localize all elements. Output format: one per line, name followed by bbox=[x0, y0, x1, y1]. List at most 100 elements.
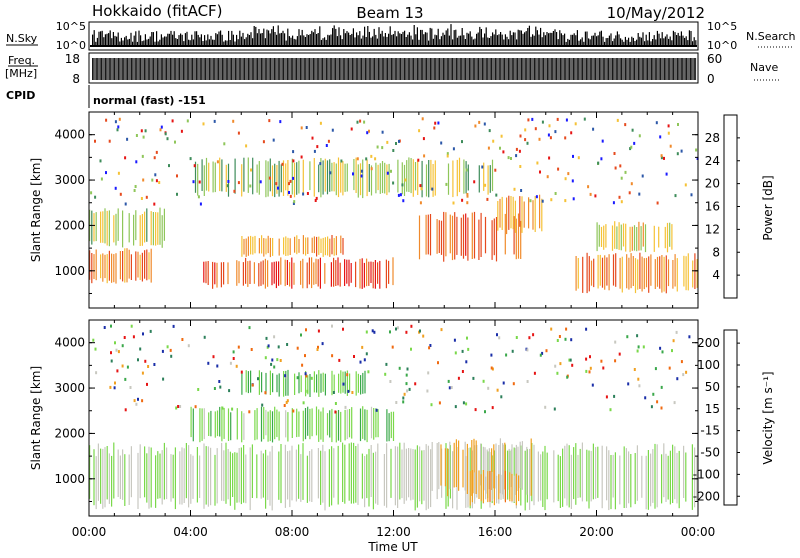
nsky-bar bbox=[620, 38, 622, 46]
heatmap-cell bbox=[179, 405, 182, 408]
heatmap-cell bbox=[302, 443, 304, 500]
heatmap-cell bbox=[408, 387, 411, 391]
heatmap-cell bbox=[270, 362, 273, 366]
heatmap-cell bbox=[261, 235, 263, 254]
heatmap-cell bbox=[214, 411, 216, 438]
heatmap-cell bbox=[436, 219, 438, 254]
heatmap-cell bbox=[175, 406, 178, 410]
heatmap-cell bbox=[142, 178, 145, 182]
heatmap-cell bbox=[105, 118, 108, 122]
freq-bar bbox=[125, 58, 127, 80]
heatmap-cell bbox=[533, 444, 535, 506]
x-tick-label: 16:00 bbox=[478, 525, 513, 539]
heatmap-cell bbox=[219, 406, 221, 437]
heatmap-cell bbox=[556, 371, 559, 375]
nsky-bar bbox=[344, 33, 346, 46]
heatmap-cell bbox=[381, 130, 384, 134]
heatmap-cell bbox=[614, 359, 617, 363]
heatmap-cell bbox=[238, 448, 240, 503]
nsky-bar bbox=[615, 35, 617, 46]
heatmap-cell bbox=[261, 372, 263, 393]
nsky-bar bbox=[508, 39, 510, 46]
nsky-bar bbox=[151, 32, 153, 46]
heatmap-cell bbox=[553, 450, 555, 503]
heatmap-cell bbox=[311, 257, 313, 289]
freq-bar bbox=[103, 58, 105, 80]
heatmap-cell bbox=[373, 330, 376, 334]
nsky-bar bbox=[381, 30, 383, 46]
heatmap-cell bbox=[251, 383, 254, 387]
nsky-bar bbox=[221, 34, 223, 46]
heatmap-cell bbox=[571, 179, 574, 183]
heatmap-cell bbox=[123, 336, 126, 339]
heatmap-cell bbox=[135, 134, 138, 137]
heatmap-cell bbox=[530, 438, 532, 496]
heatmap-cell bbox=[135, 160, 138, 164]
heatmap-cell bbox=[623, 446, 625, 508]
heatmap-cell bbox=[367, 370, 370, 374]
heatmap-cell bbox=[473, 438, 475, 494]
freq-bar bbox=[589, 58, 591, 80]
heatmap-cell bbox=[564, 199, 567, 203]
heatmap-cell bbox=[346, 373, 349, 377]
nsky-bar bbox=[399, 33, 401, 46]
heatmap-cell bbox=[313, 149, 316, 153]
colorbar-tick-label: 200 bbox=[697, 336, 720, 350]
heatmap-cell bbox=[292, 409, 295, 413]
freq-bar bbox=[285, 58, 287, 80]
freq-bar bbox=[248, 58, 249, 80]
heatmap-cell bbox=[296, 408, 298, 438]
heatmap-cell bbox=[205, 446, 207, 505]
heatmap-cell bbox=[262, 260, 264, 285]
heatmap-cell bbox=[168, 164, 170, 168]
heatmap-cell bbox=[221, 406, 224, 410]
nsky-bar bbox=[412, 39, 414, 46]
freq-bar bbox=[566, 58, 568, 80]
heatmap-cell bbox=[446, 152, 449, 156]
heatmap-cell bbox=[601, 139, 604, 143]
freq-bar bbox=[202, 58, 204, 80]
nsky-bar bbox=[250, 32, 252, 46]
heatmap-cell bbox=[620, 176, 623, 180]
heatmap-cell bbox=[122, 449, 124, 500]
freq-bar bbox=[218, 58, 219, 80]
nsky-bar bbox=[621, 39, 623, 46]
heatmap-cell bbox=[287, 451, 289, 500]
nsky-bar bbox=[384, 33, 386, 46]
freq-bar bbox=[392, 58, 394, 80]
heatmap-cell bbox=[636, 349, 639, 353]
heatmap-cell bbox=[575, 256, 577, 291]
freq-bar bbox=[128, 58, 130, 80]
heatmap-cell bbox=[137, 397, 139, 401]
freq-bar bbox=[600, 58, 602, 80]
nsky-bar bbox=[287, 28, 289, 46]
heatmap-cell bbox=[398, 139, 400, 143]
freq-bar bbox=[140, 58, 141, 80]
heatmap-cell bbox=[115, 253, 117, 284]
freq-bar bbox=[189, 58, 191, 80]
heatmap-cell bbox=[309, 451, 311, 502]
heatmap-cell bbox=[589, 366, 592, 370]
heatmap-cell bbox=[667, 455, 669, 500]
heatmap-cell bbox=[619, 164, 622, 168]
nsky-bar bbox=[519, 30, 521, 46]
freq-bar bbox=[365, 58, 366, 80]
heatmap-cell bbox=[630, 454, 632, 508]
heatmap-cell bbox=[324, 237, 326, 256]
heatmap-cell bbox=[333, 162, 335, 192]
nsky-bar bbox=[333, 25, 335, 46]
freq-bar bbox=[556, 58, 557, 80]
heatmap-cell bbox=[287, 160, 289, 196]
freq-bar bbox=[342, 58, 344, 80]
heatmap-cell bbox=[247, 261, 249, 287]
freq-bar bbox=[462, 58, 464, 80]
nsky-bar bbox=[322, 38, 324, 46]
nsky-bar bbox=[469, 31, 471, 46]
heatmap-cell bbox=[401, 183, 404, 187]
heatmap-cell bbox=[232, 357, 235, 360]
freq-bar bbox=[397, 58, 399, 80]
freq-bar bbox=[222, 58, 223, 80]
heatmap-cell bbox=[335, 163, 337, 196]
heatmap-cell bbox=[394, 446, 396, 506]
